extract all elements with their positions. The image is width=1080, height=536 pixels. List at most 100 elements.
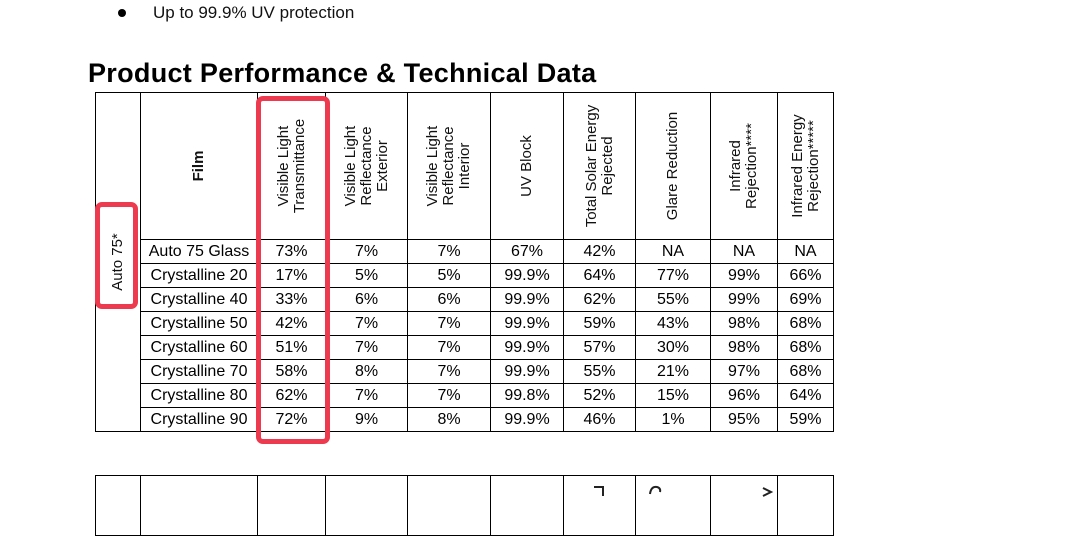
table-row: Crystalline 50 42% 7% 7% 99.9% 59% 43% 9… <box>96 311 834 336</box>
value-cell: 99% <box>710 287 778 312</box>
value-cell: 97% <box>710 359 778 384</box>
table-row: Auto 75 Glass 73% 7% 7% 67% 42% NA NA NA <box>96 239 834 264</box>
next-table-clipped <box>95 475 834 536</box>
value-cell: 59% <box>777 407 834 432</box>
value-cell: 6% <box>325 287 408 312</box>
value-cell: 7% <box>407 239 491 264</box>
value-cell: 7% <box>407 359 491 384</box>
value-cell: NA <box>635 239 711 264</box>
value-cell: 6% <box>407 287 491 312</box>
value-cell: 1% <box>635 407 711 432</box>
value-cell: 7% <box>407 335 491 360</box>
value-cell: NA <box>777 239 834 264</box>
table-row: Crystalline 90 72% 9% 8% 99.9% 46% 1% 95… <box>96 407 834 432</box>
value-cell: 64% <box>777 383 834 408</box>
value-cell: 55% <box>635 287 711 312</box>
value-cell: 62% <box>257 383 326 408</box>
value-cell: 99% <box>710 263 778 288</box>
value-cell: 99.9% <box>490 359 564 384</box>
value-cell: 7% <box>325 335 408 360</box>
clipped-header-glyph-fragment <box>762 487 774 497</box>
table-row: Crystalline 60 51% 7% 7% 99.9% 57% 30% 9… <box>96 335 834 360</box>
value-cell: 64% <box>563 263 636 288</box>
value-cell: 7% <box>325 311 408 336</box>
value-cell: 69% <box>777 287 834 312</box>
value-cell: NA <box>710 239 778 264</box>
film-name-cell: Crystalline 60 <box>140 335 258 360</box>
clipped-header-glyph-fragment <box>594 486 604 496</box>
value-cell: 98% <box>710 311 778 336</box>
value-cell: 95% <box>710 407 778 432</box>
value-cell: 62% <box>563 287 636 312</box>
value-cell: 7% <box>325 383 408 408</box>
value-cell: 8% <box>325 359 408 384</box>
col-header-total-solar-energy-rejected: Total Solar Energy Rejected <box>563 92 636 240</box>
value-cell: 9% <box>325 407 408 432</box>
clipped-header-glyph-fragment <box>649 485 662 495</box>
value-cell: 33% <box>257 287 326 312</box>
section-heading: Product Performance & Technical Data <box>88 58 597 88</box>
row-group-label: Auto 75* <box>109 233 126 291</box>
col-header-visible-light-reflectance-exterior: Visible Light Reflectance Exterior <box>325 92 408 240</box>
value-cell: 99.9% <box>490 263 564 288</box>
value-cell: 7% <box>407 383 491 408</box>
value-cell: 5% <box>325 263 408 288</box>
value-cell: 68% <box>777 335 834 360</box>
film-name-cell: Auto 75 Glass <box>140 239 258 264</box>
col-header-visible-light-transmittance: Visible Light Transmittance <box>257 92 326 240</box>
col-header-film: Film <box>140 92 258 240</box>
col-header-visible-light-reflectance-interior: Visible Light Reflectance Interior <box>407 92 491 240</box>
value-cell: 42% <box>257 311 326 336</box>
value-cell: 67% <box>490 239 564 264</box>
film-name-cell: Crystalline 70 <box>140 359 258 384</box>
col-header-infrared-rejection: Infrared Rejection**** <box>710 92 778 240</box>
value-cell: 21% <box>635 359 711 384</box>
col-header-glare-reduction: Glare Reduction <box>635 92 711 240</box>
value-cell: 46% <box>563 407 636 432</box>
value-cell: 68% <box>777 311 834 336</box>
table-row: Crystalline 80 62% 7% 7% 99.8% 52% 15% 9… <box>96 383 834 408</box>
film-name-cell: Crystalline 80 <box>140 383 258 408</box>
value-cell: 43% <box>635 311 711 336</box>
value-cell: 52% <box>563 383 636 408</box>
bullet-text: Up to 99.9% UV protection <box>153 3 355 22</box>
col-header-infrared-energy-rejection: Infrared Energy Rejection***** <box>777 92 834 240</box>
table-row: Crystalline 20 17% 5% 5% 99.9% 64% 77% 9… <box>96 263 834 288</box>
value-cell: 99.9% <box>490 407 564 432</box>
value-cell: 98% <box>710 335 778 360</box>
value-cell: 58% <box>257 359 326 384</box>
film-name-cell: Crystalline 20 <box>140 263 258 288</box>
table-row: Crystalline 40 33% 6% 6% 99.9% 62% 55% 9… <box>96 287 834 312</box>
value-cell: 42% <box>563 239 636 264</box>
bullet-dot-icon <box>118 9 126 17</box>
value-cell: 30% <box>635 335 711 360</box>
value-cell: 15% <box>635 383 711 408</box>
table-row: Crystalline 70 58% 8% 7% 99.9% 55% 21% 9… <box>96 359 834 384</box>
value-cell: 99.9% <box>490 335 564 360</box>
value-cell: 17% <box>257 263 326 288</box>
value-cell: 8% <box>407 407 491 432</box>
row-group-cell: Auto 75* <box>95 92 141 432</box>
value-cell: 73% <box>257 239 326 264</box>
value-cell: 57% <box>563 335 636 360</box>
value-cell: 96% <box>710 383 778 408</box>
value-cell: 51% <box>257 335 326 360</box>
header-row: Auto 75* Film Visible Light Transmittanc… <box>95 92 834 432</box>
value-cell: 99.9% <box>490 311 564 336</box>
clipped-header-row <box>95 475 834 536</box>
value-cell: 77% <box>635 263 711 288</box>
value-cell: 99.8% <box>490 383 564 408</box>
col-header-uv-block: UV Block <box>490 92 564 240</box>
film-name-cell: Crystalline 90 <box>140 407 258 432</box>
value-cell: 59% <box>563 311 636 336</box>
value-cell: 72% <box>257 407 326 432</box>
value-cell: 5% <box>407 263 491 288</box>
film-name-cell: Crystalline 40 <box>140 287 258 312</box>
value-cell: 68% <box>777 359 834 384</box>
value-cell: 99.9% <box>490 287 564 312</box>
uv-protection-bullet: Up to 99.9% UV protection <box>118 3 354 23</box>
performance-table: Auto 75* Film Visible Light Transmittanc… <box>95 92 834 432</box>
value-cell: 55% <box>563 359 636 384</box>
film-name-cell: Crystalline 50 <box>140 311 258 336</box>
value-cell: 66% <box>777 263 834 288</box>
